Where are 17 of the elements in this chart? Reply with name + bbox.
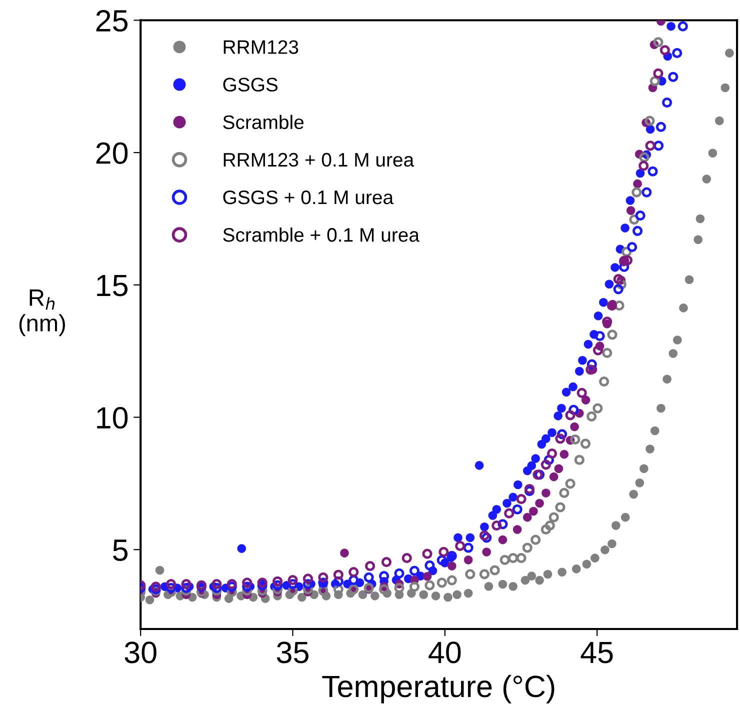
- legend-label: GSGS + 0.1 M urea: [223, 190, 394, 204]
- x-tick-label: 30: [124, 642, 156, 664]
- legend-label: Scramble: [223, 114, 304, 130]
- x-tick-label: 45: [580, 642, 613, 664]
- x-tick-label: 40: [428, 642, 461, 664]
- legend-label: Scramble + 0.1 M urea: [223, 228, 420, 242]
- legend-label: RRM123 + 0.1 M urea: [224, 152, 414, 167]
- legend-label: RRM123: [224, 40, 298, 54]
- y-tick-label: 15: [97, 274, 128, 296]
- x-tick-label: 35: [276, 642, 308, 664]
- y-tick-label: 25: [96, 10, 128, 32]
- y-tick-label: 20: [96, 142, 128, 164]
- x-axis-title: Temperature (°C): [322, 674, 554, 704]
- y-axis-title: R$_{h}$ (nm): [19, 290, 65, 336]
- legend-label: GSGS: [223, 78, 278, 92]
- y-tick-label: 5: [113, 540, 128, 561]
- y-tick-label: 10: [97, 407, 128, 429]
